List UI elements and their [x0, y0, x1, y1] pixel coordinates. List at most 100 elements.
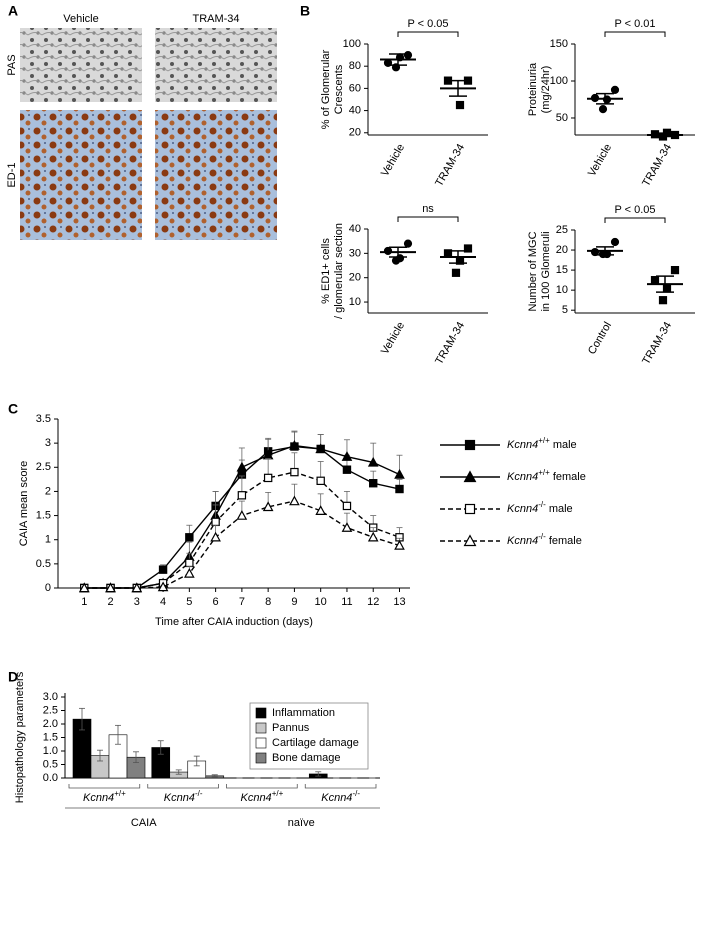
panel-label: D — [8, 669, 18, 685]
legend-label: Cartilage damage — [272, 737, 359, 749]
y-axis-label: Number of MGC — [527, 231, 539, 311]
x-tick-label: 1 — [81, 596, 87, 608]
sem-bar — [389, 53, 407, 66]
point — [391, 256, 401, 265]
x-tick-label: 10 — [315, 596, 327, 608]
y-tick-label: 150 — [550, 38, 568, 50]
point — [451, 268, 461, 277]
point — [290, 467, 299, 477]
legend-label: Kcnn4-/- male — [507, 500, 573, 515]
point — [650, 276, 660, 285]
x-tick-label: TRAM-34 — [433, 320, 467, 367]
point — [367, 531, 379, 542]
point — [463, 470, 477, 483]
row-label: ED-1 — [6, 162, 18, 187]
x-tick-label: TRAM-34 — [640, 320, 674, 367]
y-tick-label: 3.5 — [36, 413, 51, 425]
y-axis-label: % of Glomerular — [320, 49, 332, 129]
y-tick-label: 2.0 — [43, 718, 58, 730]
x-tick-label: 7 — [239, 596, 245, 608]
legend-label: Bone damage — [272, 752, 341, 764]
point — [369, 479, 378, 488]
point — [289, 439, 300, 450]
legend-box — [249, 702, 369, 770]
group-label: CAIA — [131, 817, 157, 829]
point — [394, 539, 405, 550]
y-tick-label: 20 — [556, 244, 568, 256]
point — [211, 517, 220, 527]
category-bracket — [304, 784, 377, 789]
y-tick-label: 100 — [550, 75, 568, 87]
x-tick-label: 13 — [393, 596, 405, 608]
error-bar — [97, 749, 103, 762]
point — [658, 296, 668, 305]
significance-bracket — [604, 31, 666, 37]
sem-bar — [449, 250, 467, 264]
x-axis-label: Time after CAIA induction (days) — [155, 616, 313, 628]
significance-label: P < 0.05 — [407, 18, 448, 30]
error-bar — [175, 769, 182, 775]
point — [455, 100, 465, 110]
point — [289, 495, 300, 506]
legend-label: Pannus — [272, 722, 310, 734]
x-tick-label: TRAM-34 — [640, 142, 674, 189]
point — [598, 105, 608, 114]
panel-label: C — [8, 401, 18, 417]
error-bar — [133, 751, 139, 764]
y-tick-label: 20 — [349, 272, 361, 284]
y-tick-label: 50 — [556, 112, 568, 124]
point — [395, 484, 404, 494]
micrograph — [20, 110, 142, 240]
y-axis-label: CAIA mean score — [18, 461, 30, 547]
y-axis-label: Proteinuria — [527, 62, 539, 116]
y-tick-label: 1 — [45, 534, 51, 546]
error-bar — [115, 724, 121, 745]
sem-bar — [596, 92, 614, 105]
point — [105, 582, 116, 593]
error-bar — [211, 774, 218, 778]
y-axis-label: Histopathology parameters — [14, 671, 26, 803]
y-axis-label: Crescents — [333, 64, 345, 114]
y-tick-label: 2.5 — [43, 704, 58, 716]
x-tick-label: Kcnn4-/- — [164, 789, 203, 804]
micrograph — [155, 110, 277, 240]
y-tick-label: 15 — [556, 264, 568, 276]
error-bar — [193, 755, 200, 767]
y-tick-label: 40 — [349, 223, 361, 235]
legend-swatch — [255, 737, 267, 749]
y-axis-label: % ED1+ cells — [320, 238, 332, 304]
y-axis-label: (mg/24hr) — [540, 66, 552, 114]
y-tick-label: 5 — [562, 304, 568, 316]
x-tick-label: 9 — [291, 596, 297, 608]
point — [263, 473, 273, 483]
x-tick-label: Kcnn4+/+ — [83, 789, 126, 804]
category-bracket — [68, 784, 141, 789]
y-tick-label: 80 — [349, 60, 361, 72]
legend-swatch — [255, 752, 267, 764]
point — [315, 505, 327, 515]
significance-bracket — [397, 216, 459, 222]
x-tick-label: Vehicle — [379, 320, 407, 357]
point — [367, 456, 379, 467]
error-bar — [157, 740, 164, 755]
point — [463, 534, 477, 547]
x-tick-label: 6 — [213, 596, 219, 608]
x-tick-label: Kcnn4+/+ — [240, 789, 283, 804]
y-tick-label: 0.0 — [43, 772, 58, 784]
point — [237, 491, 247, 500]
x-tick-label: 2 — [107, 596, 113, 608]
point — [383, 246, 393, 256]
x-tick-label: 3 — [134, 596, 140, 608]
point — [157, 581, 169, 592]
significance-label: P < 0.01 — [614, 18, 655, 30]
panel-label: B — [300, 3, 310, 19]
point — [185, 558, 194, 568]
legend-label: Kcnn4+/+ female — [507, 468, 586, 483]
panel-a-images — [20, 28, 277, 240]
significance-bracket — [604, 217, 666, 223]
point — [670, 265, 680, 275]
row-label: PAS — [6, 54, 18, 75]
y-tick-label: 1.5 — [43, 731, 58, 743]
x-tick-label: 4 — [160, 596, 166, 608]
